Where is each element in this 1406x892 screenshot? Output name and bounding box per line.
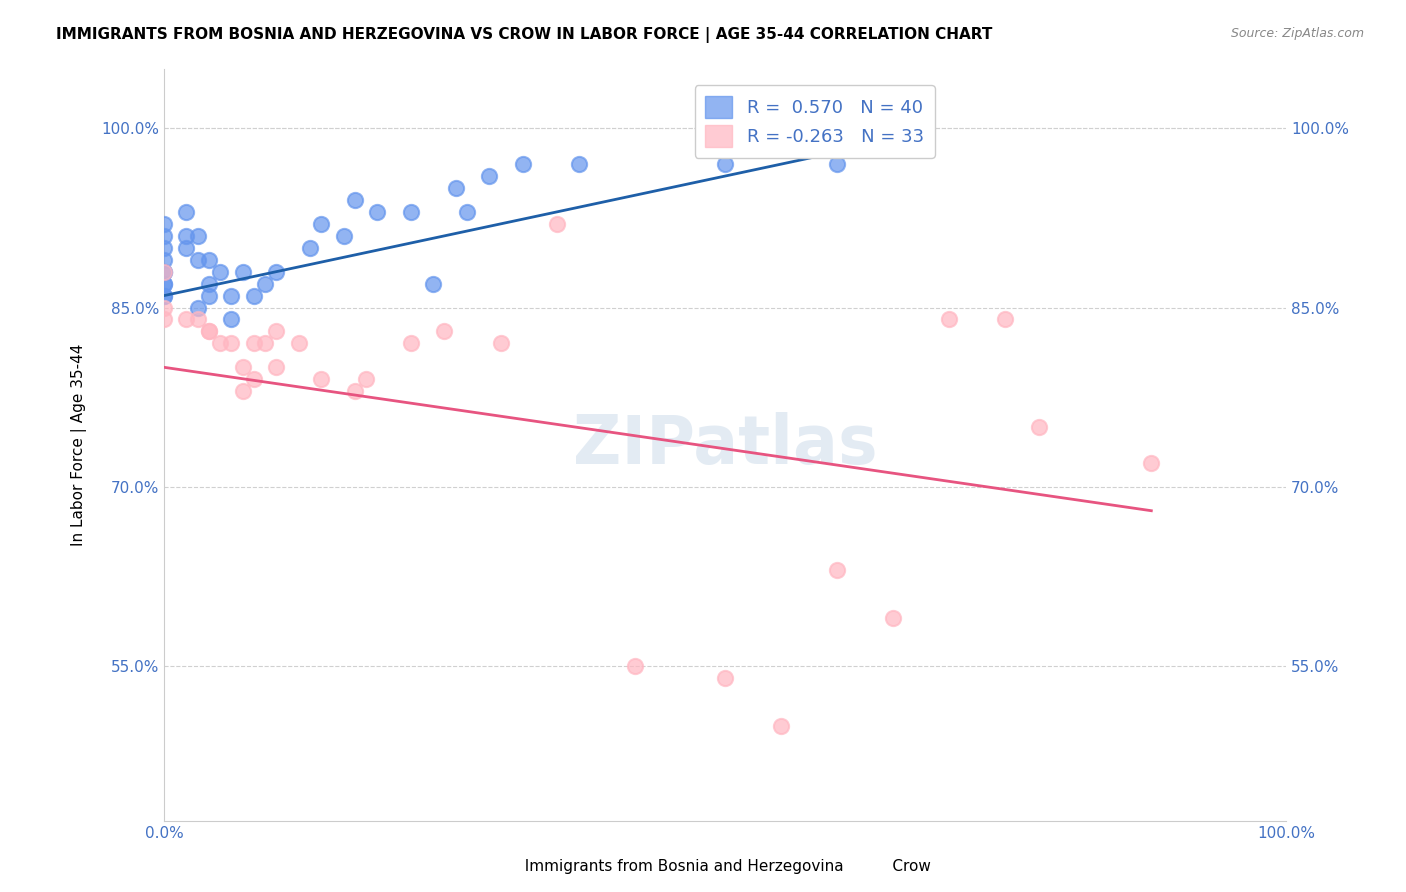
Point [231,384,253,399]
Point [770,719,793,733]
Point [153,265,176,279]
Point [624,659,647,673]
Point [994,312,1017,326]
Point [938,312,960,326]
Point [568,157,591,171]
Point [153,301,176,315]
Point [354,372,377,386]
Point [153,312,176,326]
Point [546,217,568,231]
Point [399,336,422,351]
Point [153,265,176,279]
Point [221,288,243,302]
Point [187,312,209,326]
Point [153,288,176,302]
Point [187,252,209,267]
Point [478,169,501,183]
Point [153,228,176,243]
Legend: R =  0.570   N = 40, R = -0.263   N = 33: R = 0.570 N = 40, R = -0.263 N = 33 [695,85,935,158]
Point [176,228,198,243]
Point [1140,456,1163,470]
Point [221,312,243,326]
Point [198,252,221,267]
Point [198,325,221,339]
Point [433,325,456,339]
Point [343,193,366,207]
Point [253,277,276,291]
Point [444,181,467,195]
Text: IMMIGRANTS FROM BOSNIA AND HERZEGOVINA VS CROW IN LABOR FORCE | AGE 35-44 CORREL: IMMIGRANTS FROM BOSNIA AND HERZEGOVINA V… [56,27,993,43]
Point [309,372,332,386]
Point [366,205,388,219]
Point [287,336,309,351]
Point [187,228,209,243]
Point [209,336,232,351]
Point [264,360,287,375]
Point [1028,420,1050,434]
Point [231,265,253,279]
Point [253,336,276,351]
Point [153,252,176,267]
Point [714,157,737,171]
Point [242,372,264,386]
Point [714,671,737,685]
Point [198,277,221,291]
Point [264,265,287,279]
Point [198,325,221,339]
Point [176,241,198,255]
Point [187,301,209,315]
Point [456,205,478,219]
Point [153,217,176,231]
Point [153,277,176,291]
Point [153,277,176,291]
Point [231,360,253,375]
Text: Immigrants from Bosnia and Herzegovina          Crow: Immigrants from Bosnia and Herzegovina C… [475,859,931,874]
Point [422,277,444,291]
Point [298,241,321,255]
Point [198,288,221,302]
Point [882,611,904,625]
Point [332,228,354,243]
Point [512,157,534,171]
Point [264,325,287,339]
Point [309,217,332,231]
Text: Source: ZipAtlas.com: Source: ZipAtlas.com [1230,27,1364,40]
Point [153,265,176,279]
Text: ZIPatlas: ZIPatlas [572,412,877,478]
Point [489,336,512,351]
Point [343,384,366,399]
Point [221,336,243,351]
Point [825,157,848,171]
Point [176,312,198,326]
Point [242,336,264,351]
Point [399,205,422,219]
Point [209,265,232,279]
Point [153,241,176,255]
Point [242,288,264,302]
Y-axis label: In Labor Force | Age 35-44: In Labor Force | Age 35-44 [72,343,87,546]
Point [825,564,848,578]
Point [153,288,176,302]
Point [176,205,198,219]
